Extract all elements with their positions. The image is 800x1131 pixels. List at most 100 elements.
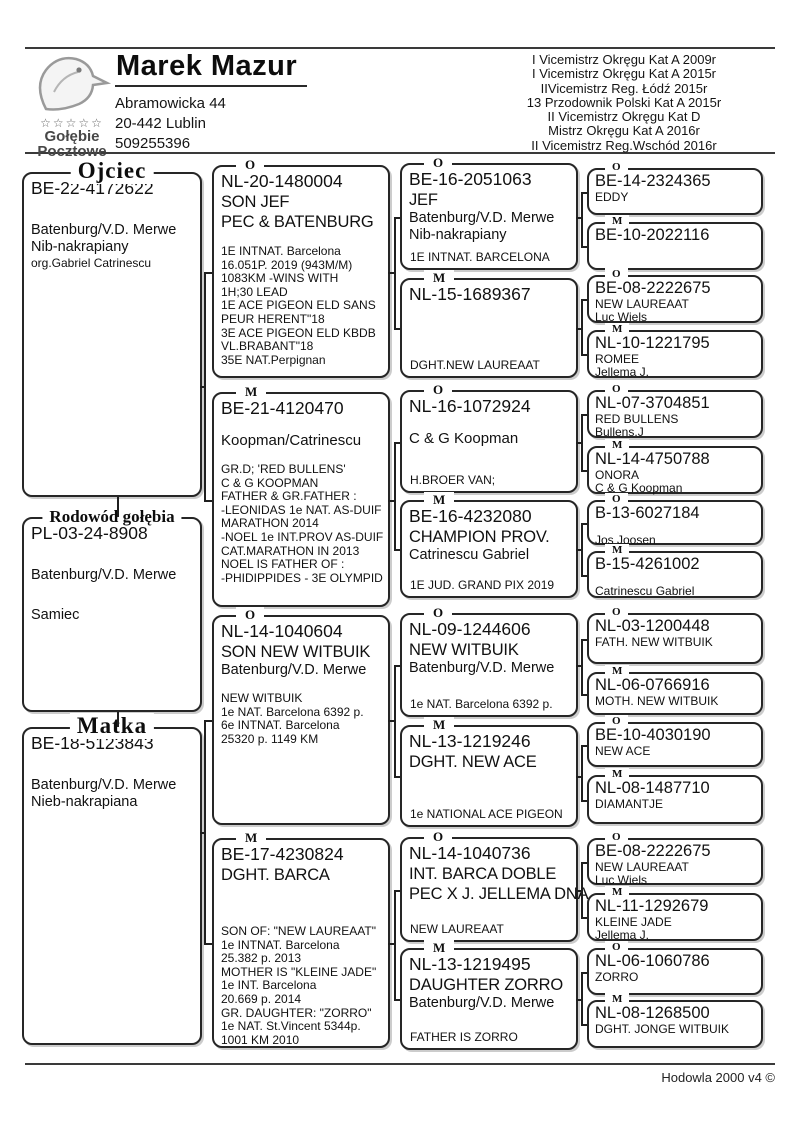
connector-line — [581, 414, 587, 416]
connector-line — [200, 386, 206, 388]
ring-number: BE-14-2324365 — [595, 172, 711, 190]
sex-label: M — [605, 323, 630, 335]
sex-label: M — [605, 886, 630, 898]
gen3-box: O BE-16-2051063 JEF Batenburg/V.D. Merwe Nib… — [400, 155, 578, 270]
achievement-line: II Vicemistrz Okręgu Kat D — [547, 109, 701, 125]
pedigree-text-line: 35E NAT.Perpignan — [221, 352, 326, 367]
box-bottom-note: 1E INTNAT. BARCELONA — [410, 250, 550, 264]
ring-number: NL-15-1689367 — [409, 284, 531, 304]
gen4-box: O BE-08-2222675 NEW LAUREAAT Luc Wiels — [587, 268, 763, 324]
connector-line — [204, 720, 212, 722]
pedigree-text-line: Batenburg/V.D. Merwe — [409, 210, 555, 226]
connector-line — [581, 745, 583, 802]
pedigree-text-line: DGHT. BARCA — [221, 866, 330, 884]
connector-line — [576, 549, 583, 551]
sex-label: O — [236, 607, 265, 623]
ring-number: BE-16-2051063 — [409, 169, 532, 189]
gen3-box: M BE-16-4232080 CHAMPION PROV. Catrinescu G… — [400, 492, 578, 598]
ring-number: BE-21-4120470 — [221, 398, 344, 418]
connector-line — [581, 639, 583, 696]
connector-line — [581, 470, 587, 472]
connector-line — [576, 999, 583, 1001]
connector-line — [394, 890, 396, 1001]
pedigree-text-line: Batenburg/V.D. Merwe — [409, 995, 555, 1011]
connector-line — [581, 523, 587, 525]
pedigree-text-line: Koopman/Catrinescu — [221, 432, 362, 449]
connector-line — [394, 999, 400, 1001]
connector-line — [388, 720, 396, 722]
spacer — [31, 754, 193, 777]
logo-word-1: Gołębie — [44, 128, 100, 145]
pedigree-text-line: Batenburg/V.D. Merwe — [31, 222, 177, 238]
box-title: Rodowód gołębia — [42, 507, 182, 527]
achievements-list: I Vicemistrz Okręgu Kat A 2009r I Vicemi… — [468, 52, 780, 153]
connector-line — [581, 575, 587, 577]
pedigree-text-line: Jellema J. — [595, 928, 650, 942]
mother-box: Matka BE-18-5123843 Batenburg/V.D. Merwe Ni… — [22, 713, 202, 1045]
pedigree-text-line: 20.669 p. 2014 — [221, 991, 302, 1006]
pedigree-text-line: NOEL IS FATHER OF : — [221, 557, 345, 572]
spacer — [31, 584, 193, 607]
sex-label: M — [605, 665, 630, 677]
sex-label: M — [605, 768, 630, 780]
pedigree-text-line: NEW ACE — [595, 744, 651, 758]
connector-line — [581, 745, 587, 747]
connector-line — [581, 192, 587, 194]
pedigree-text-line: 3E ACE PIGEON ELD KBDB — [221, 325, 376, 340]
gen3-box: O NL-09-1244606 NEW WITBUIK Batenburg/V.D. … — [400, 605, 578, 717]
pedigree-text-line: FATH. NEW WITBUIK — [595, 635, 713, 649]
pedigree-text-line: Luc Wiels — [595, 310, 648, 324]
ring-number: BE-10-2022116 — [595, 226, 710, 244]
gen3-box: O NL-16-1072924 C & G Koopman H.BROER VAN; — [400, 382, 578, 493]
gen3-box: M NL-13-1219246 DGHT. NEW ACE 1e NATIONAL A… — [400, 717, 578, 827]
father-box: Ojciec BE-22-4172622 Batenburg/V.D. Merwe N… — [22, 158, 202, 497]
pedigree-text-line: NEW LAUREAAT — [595, 297, 689, 311]
pedigree-text-line: DAUGHTER ZORRO — [409, 976, 563, 994]
pedigree-text-line: 1001 KM 2010 — [221, 1032, 300, 1047]
pedigree-text-line: RED BULLENS — [595, 412, 679, 426]
pedigree-text-line: Jos Joosen — [595, 533, 656, 547]
achievement-line: Mistrz Okręgu Kat A 2016r — [548, 123, 700, 139]
pedigree-text-line: 25320 p. 1149 KM — [221, 731, 319, 746]
ring-number: NL-14-1040604 — [221, 621, 343, 641]
sex-label: M — [236, 384, 267, 400]
phone-number: 509255396 — [115, 135, 191, 152]
pedigree-text-line: C & G Koopman — [595, 481, 683, 495]
gen3-box: M NL-13-1219495 DAUGHTER ZORRO Batenburg/V.… — [400, 940, 578, 1050]
pedigree-text-line: Nieb-nakrapiana — [31, 794, 138, 810]
pedigree-text-line: GR. DAUGHTER: "ZORRO" — [221, 1005, 372, 1020]
box-bottom-note: 1E JUD. GRAND PIX 2019 — [410, 578, 555, 592]
pedigree-text-line: DGHT. NEW ACE — [409, 753, 537, 771]
pedigree-text-line: Nib-nakrapiany — [31, 239, 129, 255]
achievement-line: I Vicemistrz Okręgu Kat A 2009r — [531, 52, 716, 67]
pedigree-text-line: 1e INT. Barcelona — [221, 978, 317, 993]
ring-number: NL-10-1221795 — [595, 334, 710, 352]
ring-number: NL-03-1200448 — [595, 617, 710, 635]
connector-line — [581, 354, 587, 356]
ring-number: B-15-4261002 — [595, 555, 700, 573]
ring-number: B-13-6027184 — [595, 504, 700, 522]
connector-line — [576, 890, 583, 892]
ring-number: BE-08-2222675 — [595, 842, 711, 860]
pedigree-text-line: C & G KOOPMAN — [221, 475, 319, 490]
connector-line — [388, 943, 396, 945]
connector-line — [581, 246, 587, 248]
connector-line — [394, 328, 400, 330]
box-title: Ojciec — [70, 158, 154, 184]
breeder-logo: ☆☆☆☆☆ Gołębie Pocztowe — [26, 52, 118, 159]
sex-label: O — [605, 383, 628, 395]
spacer — [31, 199, 193, 222]
pedigree-text-line: FATHER & GR.FATHER : — [221, 489, 357, 504]
pedigree-text-line: MARATHON 2014 — [221, 516, 319, 531]
ring-number: NL-11-1292679 — [595, 897, 709, 915]
pedigree-text-line: 1H;30 LEAD — [221, 284, 288, 299]
sex-label: M — [236, 830, 267, 846]
pedigree-text-line: Batenburg/V.D. Merwe — [31, 777, 177, 793]
connector-line — [394, 890, 400, 892]
pedigree-text-line: ONORA — [595, 468, 640, 482]
pigeon-head-icon — [38, 56, 112, 111]
pedigree-text-line: DIAMANTJE — [595, 797, 664, 811]
ring-number: NL-06-1060786 — [595, 952, 710, 970]
gen4-box: M NL-06-0766916 MOTH. NEW WITBUIK — [587, 665, 763, 715]
breeder-name: Marek Mazur — [115, 50, 308, 87]
